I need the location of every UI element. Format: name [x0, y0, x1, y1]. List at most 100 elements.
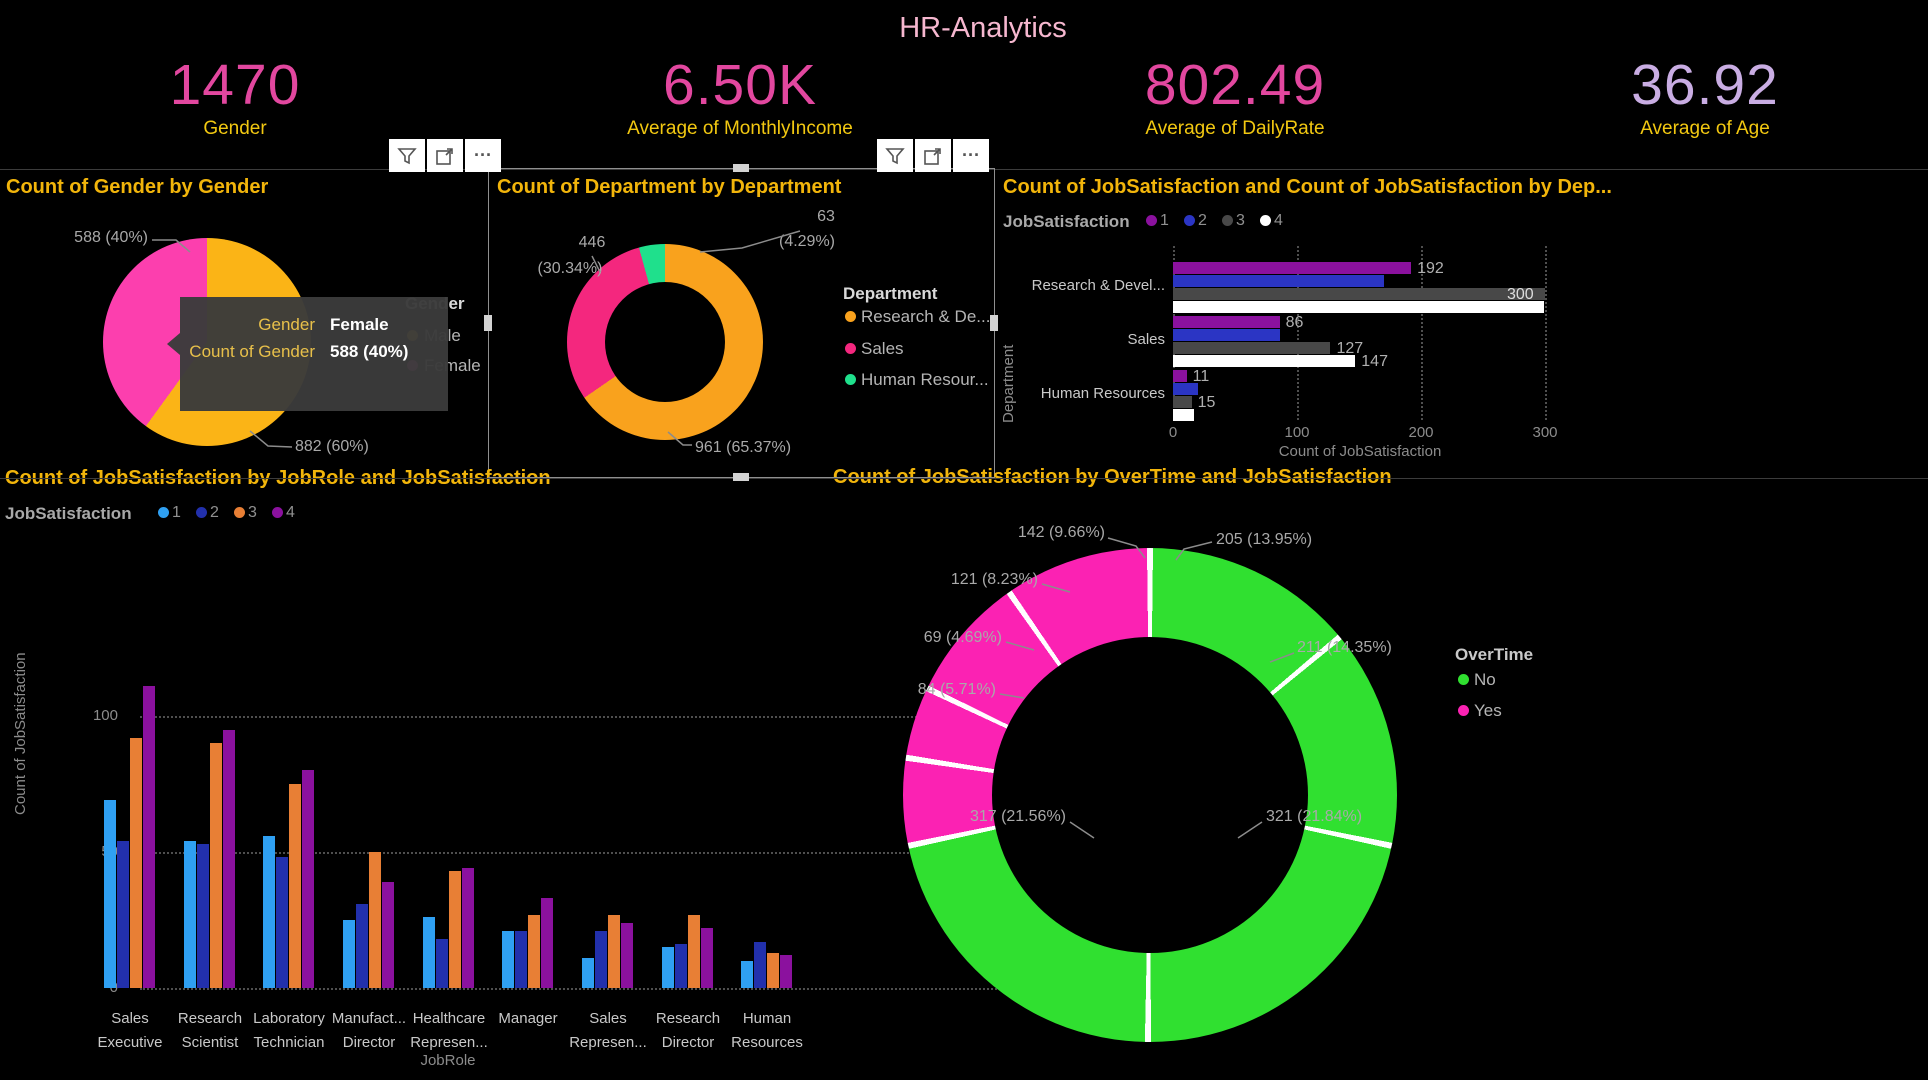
- bar-Research & Devel...-jobsat1[interactable]: [1173, 262, 1412, 274]
- resize-handle-left[interactable]: [484, 315, 492, 331]
- filter-icon[interactable]: [877, 139, 913, 172]
- department-legend-title: Department: [843, 284, 938, 303]
- bar-Sales-Represen...-jobsat4[interactable]: [621, 922, 633, 988]
- bar-data-label: 127: [1336, 340, 1364, 357]
- bar-Laboratory-Technician-jobsat4[interactable]: [302, 770, 314, 988]
- bar-Research-Director-jobsat4[interactable]: [701, 928, 713, 988]
- bar-Manufact...-Director-jobsat1[interactable]: [343, 920, 355, 988]
- dept-bar-x-axis-title: Count of JobSatisfaction: [1278, 443, 1442, 460]
- bar-Sales-Represen...-jobsat3[interactable]: [608, 914, 620, 988]
- x-category-label: Research: [655, 1010, 721, 1027]
- bar-Research-Scientist-jobsat1[interactable]: [184, 841, 196, 988]
- focus-mode-icon[interactable]: [915, 139, 951, 172]
- bar-Sales-Represen...-jobsat1[interactable]: [582, 958, 594, 988]
- legend-item-yes[interactable]: Yes: [1474, 701, 1502, 720]
- legend-item-1[interactable]: 1: [1160, 212, 1169, 229]
- bar-Manufact...-Director-jobsat3[interactable]: [369, 852, 381, 988]
- bar-Research-Director-jobsat1[interactable]: [662, 947, 674, 988]
- bar-Manufact...-Director-jobsat2[interactable]: [356, 903, 368, 988]
- legend-dot-rd: [845, 311, 856, 322]
- x-category-label: Human: [742, 1010, 792, 1027]
- overtime-donut-title: Count of JobSatisfaction by OverTime and…: [833, 466, 1392, 488]
- bar-Research-Scientist-jobsat3[interactable]: [210, 743, 222, 988]
- legend-item-rd[interactable]: Research & De...: [861, 307, 991, 326]
- bar-Research & Devel...-jobsat4[interactable]: [1173, 301, 1544, 313]
- bar-Human-Resources-jobsat3[interactable]: [767, 952, 779, 988]
- bar-Healthcare-Represen...-jobsat3[interactable]: [449, 871, 461, 988]
- kpi-card-gender[interactable]: 1470 Gender: [0, 52, 470, 140]
- bar-Manager-jobsat3[interactable]: [528, 914, 540, 988]
- bar-Manager-jobsat4[interactable]: [541, 898, 553, 988]
- resize-handle-top[interactable]: [733, 164, 749, 172]
- bar-Laboratory-Technician-jobsat3[interactable]: [289, 784, 301, 988]
- bar-Research & Devel...-jobsat2[interactable]: [1173, 275, 1384, 287]
- bar-data-label: 15: [1197, 394, 1216, 411]
- focus-mode-icon[interactable]: [427, 139, 463, 172]
- donut-callout-sales-value: 446: [578, 234, 606, 251]
- kpi-value: 6.50K: [663, 53, 817, 117]
- bar-Sales-jobsat1[interactable]: [1173, 316, 1280, 328]
- bar-Healthcare-Represen...-jobsat2[interactable]: [436, 939, 448, 988]
- bar-Laboratory-Technician-jobsat2[interactable]: [276, 857, 288, 988]
- kpi-label: Gender: [203, 118, 267, 139]
- bar-Research-Director-jobsat3[interactable]: [688, 914, 700, 988]
- bar-Human Resources-jobsat3[interactable]: [1173, 396, 1192, 408]
- bar-Research-Scientist-jobsat2[interactable]: [197, 843, 209, 988]
- page-title: HR-Analytics: [899, 12, 1067, 44]
- x-category-label: Scientist: [181, 1034, 239, 1051]
- legend-dot-2: [196, 507, 207, 518]
- bar-Sales-Executive-jobsat1[interactable]: [104, 800, 116, 988]
- kpi-card-monthlyincome[interactable]: 6.50K Average of MonthlyIncome: [500, 52, 980, 140]
- legend-item-1[interactable]: 1: [172, 504, 181, 521]
- donut-slice-label: 211 (14.35%): [1297, 639, 1392, 656]
- bar-Human-Resources-jobsat4[interactable]: [780, 955, 792, 988]
- legend-item-2[interactable]: 2: [1198, 212, 1207, 229]
- x-category-label: Healthcare: [412, 1010, 486, 1027]
- gridline: [1297, 246, 1299, 420]
- bar-Sales-Executive-jobsat4[interactable]: [143, 686, 155, 988]
- bar-Human Resources-jobsat1[interactable]: [1173, 370, 1187, 382]
- tooltip-field-value: 588 (40%): [330, 342, 409, 361]
- filter-icon[interactable]: [389, 139, 425, 172]
- bar-Manager-jobsat2[interactable]: [515, 930, 527, 988]
- bar-Healthcare-Represen...-jobsat4[interactable]: [462, 868, 474, 988]
- bar-Human Resources-jobsat2[interactable]: [1173, 383, 1198, 395]
- bar-Laboratory-Technician-jobsat1[interactable]: [263, 835, 275, 988]
- bar-Sales-jobsat3[interactable]: [1173, 342, 1331, 354]
- bar-Sales-jobsat2[interactable]: [1173, 329, 1280, 341]
- legend-item-no[interactable]: No: [1474, 670, 1496, 689]
- resize-handle-right[interactable]: [990, 315, 998, 331]
- y-category-label: Human Resources: [1040, 385, 1165, 402]
- bar-Healthcare-Represen...-jobsat1[interactable]: [423, 917, 435, 988]
- bar-Manufact...-Director-jobsat4[interactable]: [382, 881, 394, 988]
- legend-item-3[interactable]: 3: [248, 504, 257, 521]
- bar-Human-Resources-jobsat1[interactable]: [741, 960, 753, 988]
- legend-item-hr[interactable]: Human Resour...: [861, 370, 989, 389]
- resize-handle-bottom[interactable]: [733, 473, 749, 481]
- bar-Research-Scientist-jobsat4[interactable]: [223, 729, 235, 988]
- legend-item-sales[interactable]: Sales: [861, 339, 904, 358]
- bar-Sales-Represen...-jobsat2[interactable]: [595, 930, 607, 988]
- bar-Manager-jobsat1[interactable]: [502, 930, 514, 988]
- bar-Sales-Executive-jobsat3[interactable]: [130, 737, 142, 988]
- donut-slice-label: 317 (21.56%): [969, 808, 1066, 825]
- kpi-value: 1470: [169, 53, 301, 117]
- legend-item-3[interactable]: 3: [1236, 212, 1245, 229]
- bar-Human Resources-jobsat4[interactable]: [1173, 409, 1195, 421]
- legend-item-2[interactable]: 2: [210, 504, 219, 521]
- bar-Sales-Executive-jobsat2[interactable]: [117, 841, 129, 988]
- bar-Research & Devel...-jobsat3[interactable]: [1173, 288, 1545, 300]
- more-options-icon[interactable]: ···: [953, 139, 989, 172]
- bar-Research-Director-jobsat2[interactable]: [675, 944, 687, 988]
- kpi-card-dailyrate[interactable]: 802.49 Average of DailyRate: [995, 52, 1475, 140]
- legend-item-4[interactable]: 4: [1274, 212, 1283, 229]
- x-axis-tick: 0: [1168, 424, 1178, 441]
- bar-Human-Resources-jobsat2[interactable]: [754, 941, 766, 988]
- legend-dot-4: [272, 507, 283, 518]
- bar-Sales-jobsat4[interactable]: [1173, 355, 1356, 367]
- legend-item-4[interactable]: 4: [286, 504, 295, 521]
- more-options-icon[interactable]: ···: [465, 139, 501, 172]
- kpi-card-age[interactable]: 36.92 Average of Age: [1465, 52, 1928, 140]
- x-axis-tick: 300: [1532, 424, 1558, 441]
- kpi-label: Average of Age: [1640, 118, 1770, 139]
